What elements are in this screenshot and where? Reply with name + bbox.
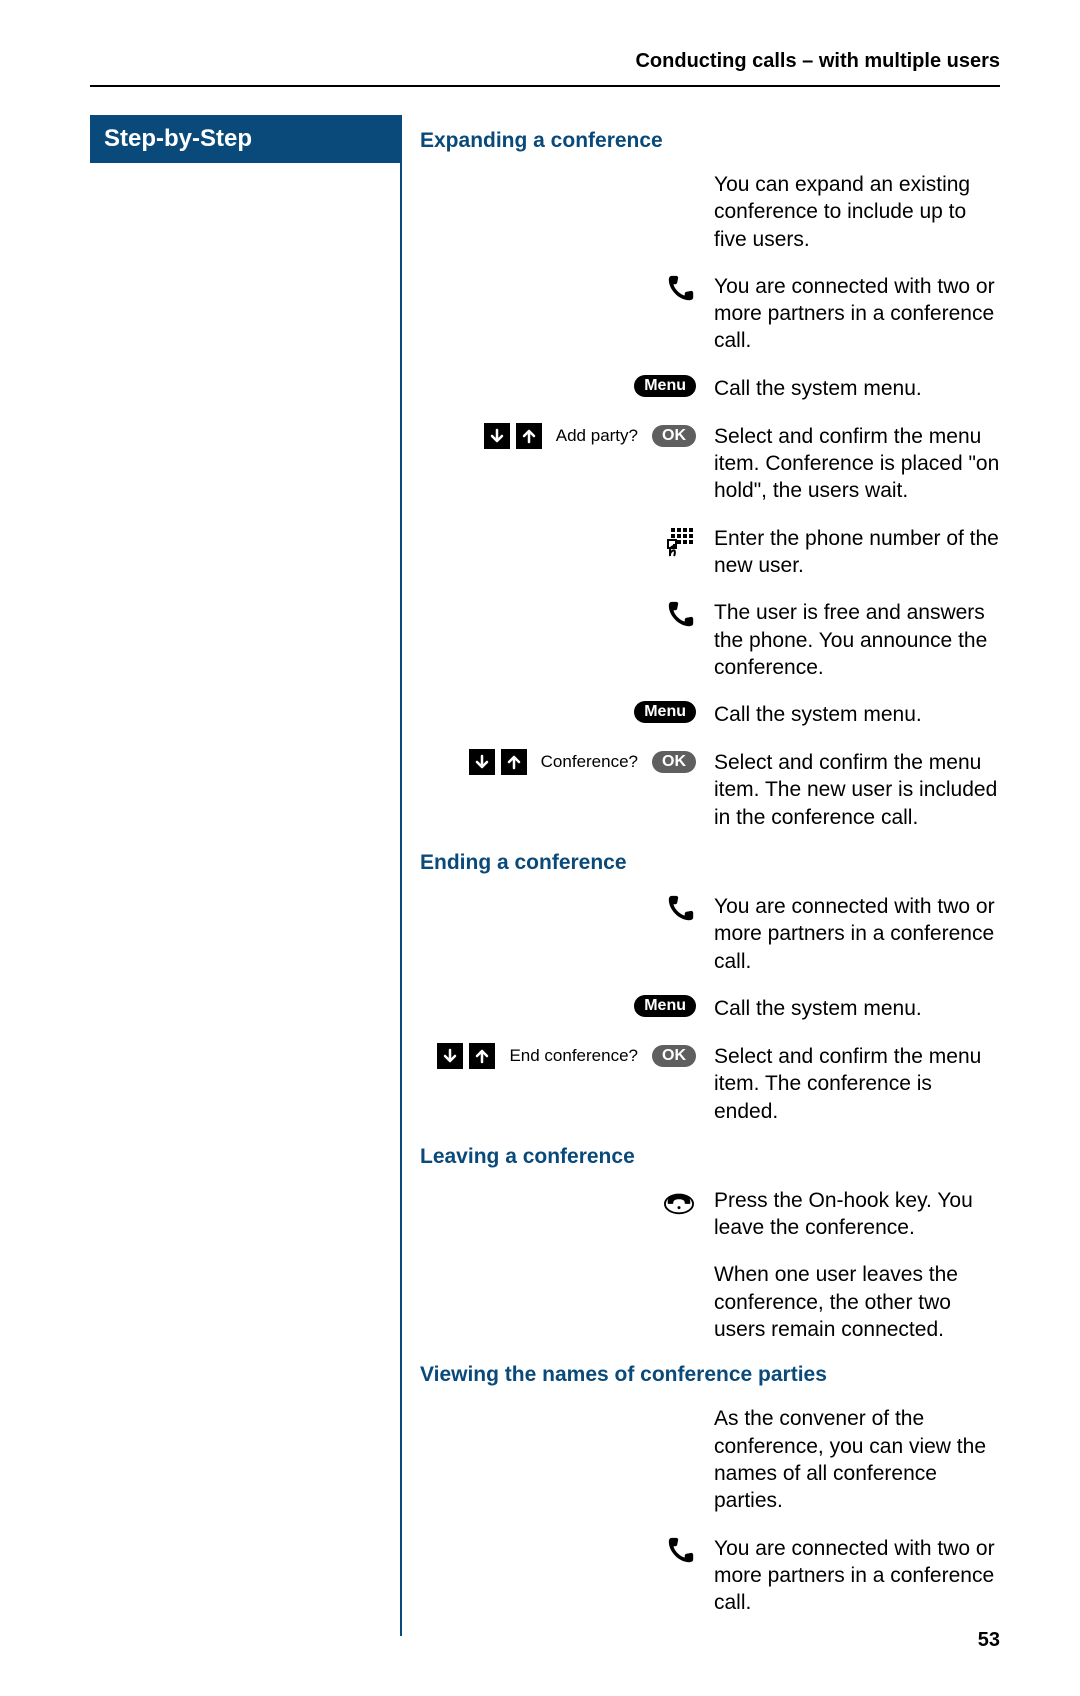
instruction-text: Call the system menu.: [714, 375, 1000, 402]
instruction-row: When one user leaves the conference, the…: [420, 1261, 1000, 1343]
arrow-down-icon[interactable]: [484, 423, 510, 449]
arrow-up-icon[interactable]: [501, 749, 527, 775]
instruction-row: Menu Call the system menu.: [420, 701, 1000, 729]
ok-button[interactable]: OK: [652, 1045, 696, 1067]
instruction-text: Call the system menu.: [714, 701, 1000, 728]
instruction-left: [420, 1261, 714, 1289]
instruction-text: Select and confirm the menu item. The co…: [714, 1043, 1000, 1125]
section-heading: Expanding a conference: [420, 129, 1000, 153]
page-header: Conducting calls – with multiple users: [90, 50, 1000, 87]
instruction-left: Menu: [420, 701, 714, 729]
instruction-left: Add party? OK: [420, 423, 714, 451]
page-number: 53: [978, 1629, 1000, 1652]
instruction-left: [420, 171, 714, 199]
handset-on-icon: [662, 1187, 696, 1217]
arrow-down-icon[interactable]: [437, 1043, 463, 1069]
instruction-row: You can expand an existing conference to…: [420, 171, 1000, 253]
instruction-left: [420, 1187, 714, 1217]
handset-off-icon: [666, 893, 696, 923]
instruction-left: [420, 1535, 714, 1565]
instruction-left: [420, 525, 714, 559]
ok-button[interactable]: OK: [652, 425, 696, 447]
handset-off-icon: [666, 599, 696, 629]
instruction-left: End conference? OK: [420, 1043, 714, 1071]
instruction-left: [420, 1405, 714, 1433]
instruction-row: End conference? OK Select and confirm th…: [420, 1043, 1000, 1125]
handset-off-icon: [666, 1535, 696, 1565]
instruction-text: Select and confirm the menu item. The ne…: [714, 749, 1000, 831]
page-header-title: Conducting calls – with multiple users: [635, 50, 1000, 72]
instruction-text: Enter the phone number of the new user.: [714, 525, 1000, 580]
instruction-text: Call the system menu.: [714, 995, 1000, 1022]
menu-button[interactable]: Menu: [634, 995, 696, 1017]
page: Conducting calls – with multiple users S…: [0, 0, 1080, 1696]
arrow-select-group: End conference? OK: [437, 1043, 696, 1069]
instruction-text: You can expand an existing conference to…: [714, 171, 1000, 253]
instruction-left: Menu: [420, 375, 714, 403]
section-heading: Viewing the names of conference parties: [420, 1363, 1000, 1387]
menu-button[interactable]: Menu: [634, 375, 696, 397]
instruction-row: Press the On-hook key. You leave the con…: [420, 1187, 1000, 1242]
instruction-row: Menu Call the system menu.: [420, 375, 1000, 403]
instruction-row: Menu Call the system menu.: [420, 995, 1000, 1023]
ok-button[interactable]: OK: [652, 751, 696, 773]
instruction-text: As the convener of the conference, you c…: [714, 1405, 1000, 1514]
instruction-text: You are connected with two or more partn…: [714, 273, 1000, 355]
arrow-down-icon[interactable]: [469, 749, 495, 775]
handset-off-icon: [666, 273, 696, 303]
body: Step-by-Step Expanding a conference You …: [90, 115, 1000, 1636]
arrow-select-group: Conference? OK: [469, 749, 696, 775]
instruction-left: [420, 599, 714, 629]
menu-button[interactable]: Menu: [634, 701, 696, 723]
instruction-row: The user is free and answers the phone. …: [420, 599, 1000, 681]
instruction-left: Conference? OK: [420, 749, 714, 777]
right-column: Expanding a conference You can expand an…: [402, 115, 1000, 1636]
instruction-text: Select and confirm the menu item. Confer…: [714, 423, 1000, 505]
instruction-row: Conference? OK Select and confirm the me…: [420, 749, 1000, 831]
instruction-text: Press the On-hook key. You leave the con…: [714, 1187, 1000, 1242]
arrow-select-group: Add party? OK: [484, 423, 696, 449]
section-heading: Ending a conference: [420, 851, 1000, 875]
arrow-up-icon[interactable]: [516, 423, 542, 449]
instruction-text: You are connected with two or more partn…: [714, 1535, 1000, 1617]
instruction-row: Add party? OK Select and confirm the men…: [420, 423, 1000, 505]
left-column: Step-by-Step: [90, 115, 402, 1636]
instruction-row: You are connected with two or more partn…: [420, 893, 1000, 975]
menu-item-label: End conference?: [509, 1046, 638, 1066]
keypad-icon: [666, 525, 696, 559]
instruction-row: Enter the phone number of the new user.: [420, 525, 1000, 580]
instruction-text: When one user leaves the conference, the…: [714, 1261, 1000, 1343]
section-heading: Leaving a conference: [420, 1145, 1000, 1169]
step-by-step-heading: Step-by-Step: [90, 115, 400, 163]
menu-item-label: Add party?: [556, 426, 638, 446]
instruction-left: [420, 893, 714, 923]
instruction-row: You are connected with two or more partn…: [420, 1535, 1000, 1617]
menu-item-label: Conference?: [541, 752, 638, 772]
instruction-text: The user is free and answers the phone. …: [714, 599, 1000, 681]
instruction-row: As the convener of the conference, you c…: [420, 1405, 1000, 1514]
instruction-left: Menu: [420, 995, 714, 1023]
instruction-row: You are connected with two or more partn…: [420, 273, 1000, 355]
arrow-up-icon[interactable]: [469, 1043, 495, 1069]
instruction-left: [420, 273, 714, 303]
instruction-text: You are connected with two or more partn…: [714, 893, 1000, 975]
